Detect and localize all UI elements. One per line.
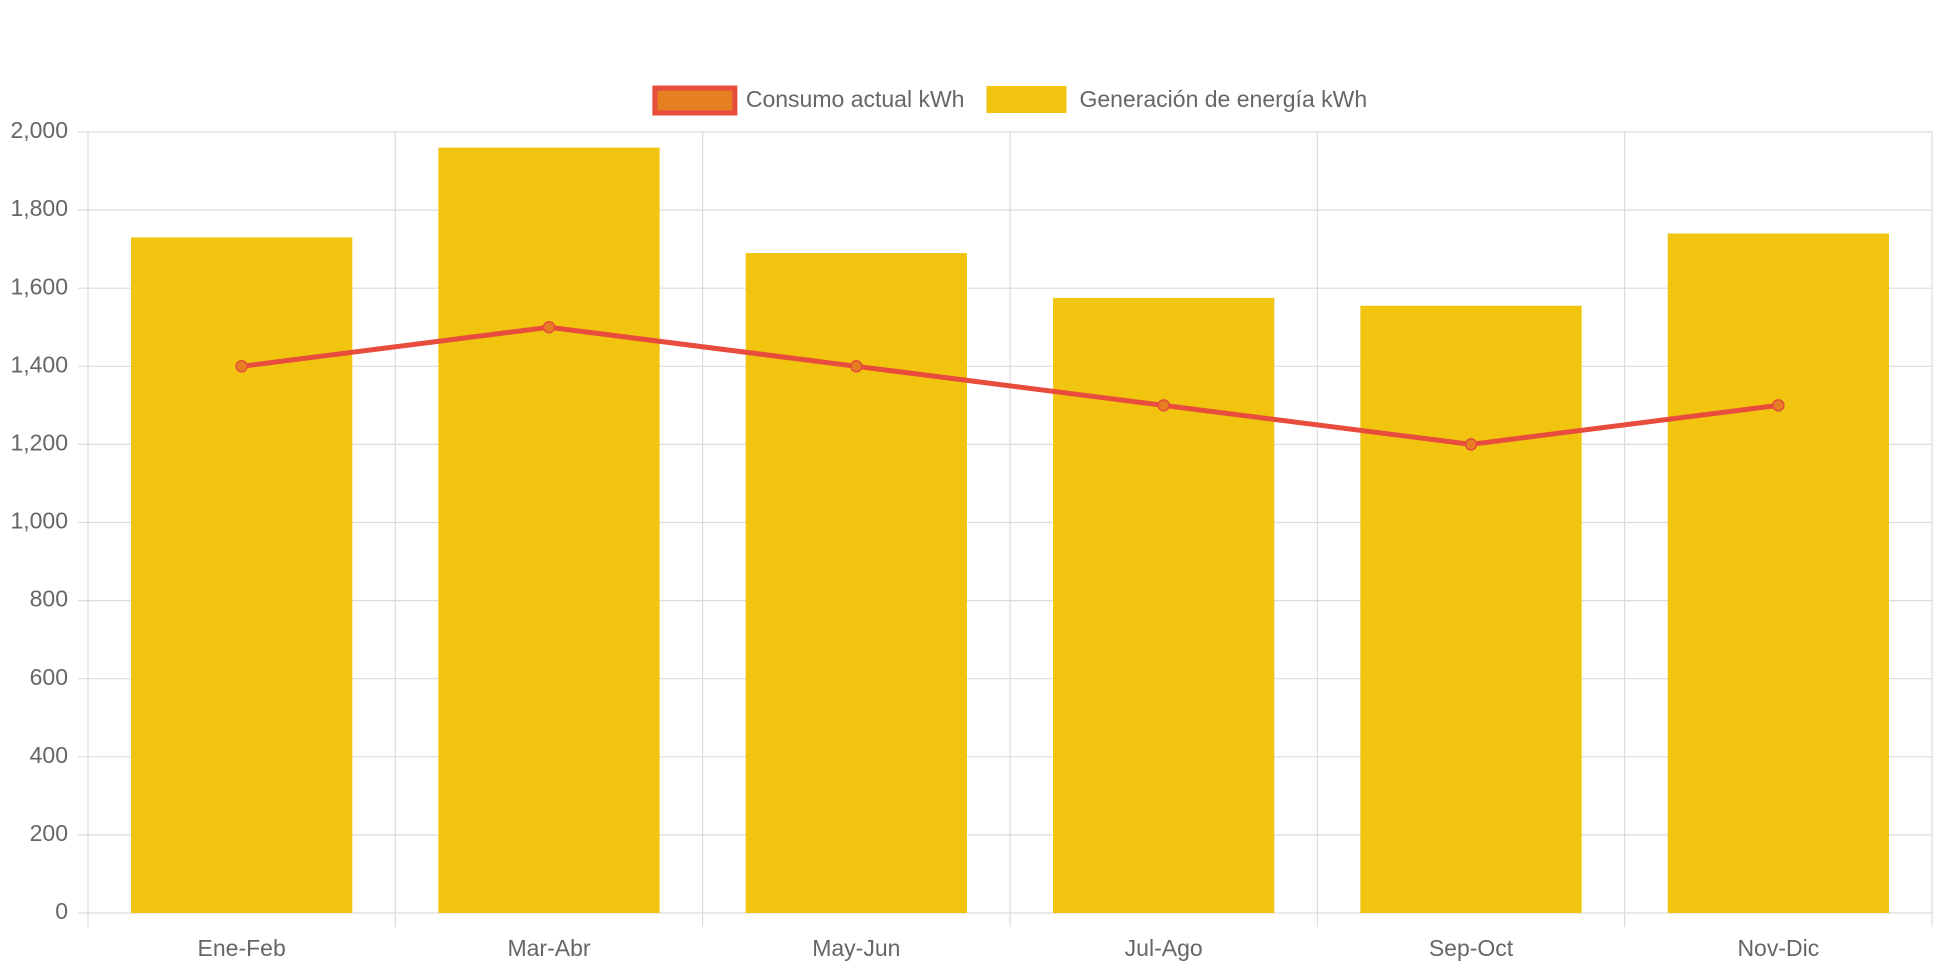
x-tick-label: Sep-Oct	[1429, 935, 1514, 961]
y-tick-label: 600	[30, 664, 68, 690]
y-tick-label: 800	[30, 586, 68, 612]
point	[1157, 399, 1170, 412]
line	[241, 324, 1779, 447]
legend-item: Consumo actual kWh	[652, 85, 965, 116]
point	[235, 360, 248, 373]
y-tick-label: 2,000	[10, 117, 68, 143]
x-tick-label: Jul-Ago	[1125, 935, 1203, 961]
y-tick-label: 400	[30, 742, 68, 768]
legend-swatch	[652, 85, 738, 116]
y-tick-label: 1,400	[10, 351, 68, 377]
y-tick-label: 1,600	[10, 273, 68, 299]
y-tick-label: 1,000	[10, 508, 68, 534]
y-tick-label: 200	[30, 820, 68, 846]
bar	[745, 253, 967, 913]
bar	[131, 237, 353, 913]
x-tick-label: Ene-Feb	[198, 935, 286, 961]
y-tick-label: 1,200	[10, 429, 68, 455]
legend: Consumo actual kWh Generación de energía …	[652, 85, 1367, 116]
point	[1772, 399, 1785, 412]
x-tick-label: Mar-Abr	[507, 935, 590, 961]
x-tick-label: May-Jun	[812, 935, 900, 961]
bar	[1360, 305, 1582, 914]
bar	[1053, 297, 1275, 913]
bar	[1667, 233, 1889, 913]
y-tick-label: 1,800	[10, 195, 68, 221]
legend-label: Generación de energía kWh	[1079, 86, 1367, 112]
point	[542, 321, 556, 334]
legend-label: Consumo actual kWh	[746, 86, 965, 112]
legend-item: Generación de energía kWh	[986, 86, 1367, 113]
y-tick-label: 0	[55, 898, 68, 924]
bar	[438, 147, 660, 913]
point	[1464, 438, 1478, 451]
point	[850, 360, 863, 373]
x-tick-label: Nov-Dic	[1737, 935, 1819, 961]
legend-swatch	[986, 86, 1067, 113]
